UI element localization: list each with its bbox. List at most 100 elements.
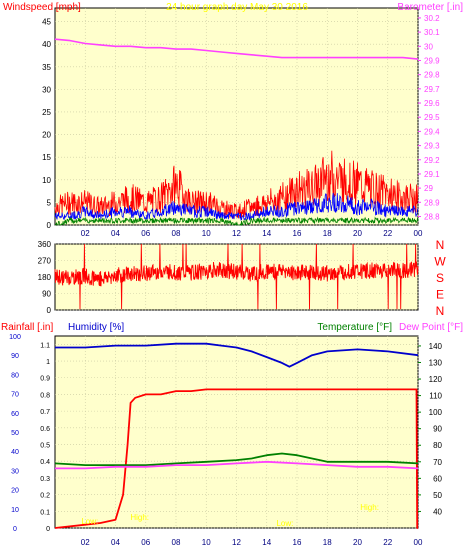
wind-x-tick-label: 00 <box>414 229 423 238</box>
wind-tick-label: 25 <box>42 108 51 117</box>
temperature-axis-title: Temperature [°F] <box>317 322 392 333</box>
annotation-label: Low: <box>276 519 293 528</box>
direction-tick-label: 270 <box>38 257 52 266</box>
barometer-axis-title: Barometer [.in] <box>397 2 463 13</box>
rain-x-tick-label: 00 <box>414 538 423 547</box>
windspeed-min-line <box>54 216 419 227</box>
barometer-tick-label: 29.8 <box>424 71 440 80</box>
wind-tick-label: 30 <box>42 85 51 94</box>
wind-tick-label: 10 <box>42 176 51 185</box>
wind-x-tick-label: 04 <box>111 229 120 238</box>
wind-x-tick-label: 02 <box>81 229 90 238</box>
temperature-tick-label: 140 <box>429 342 443 351</box>
annotation-label: Low: <box>81 517 98 526</box>
temperature-tick-label: 40 <box>433 507 442 516</box>
humidity-tick-label: 50 <box>11 430 19 437</box>
direction-tick-label: 0 <box>47 306 52 315</box>
temperature-line <box>54 452 419 467</box>
barometer-tick-label: 28.9 <box>424 198 440 207</box>
humidity-tick-label: 60 <box>11 411 19 418</box>
temperature-tick-label: 100 <box>429 408 443 417</box>
rain-x-tick-label: 10 <box>202 538 211 547</box>
barometer-tick-label: 30 <box>424 42 433 51</box>
compass-label-w: W <box>434 255 446 269</box>
barometer-tick-label: 29 <box>424 184 433 193</box>
rain-x-tick-label: 20 <box>353 538 362 547</box>
wind-axis-title: Windspeed [mph] <box>3 2 81 13</box>
wind-x-tick-label: 08 <box>172 229 181 238</box>
humidity-line <box>55 342 419 368</box>
temperature-tick-label: 90 <box>433 425 442 434</box>
wind-x-tick-label: 18 <box>323 229 332 238</box>
wind-tick-label: 40 <box>42 40 51 49</box>
compass-label-n: N <box>436 304 445 318</box>
rain-x-tick-label: 02 <box>81 538 90 547</box>
humidity-tick-label: 80 <box>11 372 19 379</box>
rain-tick-label: 0.7 <box>40 409 50 416</box>
temperature-tick-label: 120 <box>429 375 443 384</box>
humidity-tick-label: 30 <box>11 468 19 475</box>
annotation-label: High: <box>130 513 149 522</box>
rain-tick-label: 0.5 <box>40 443 50 450</box>
wind-x-tick-label: 06 <box>141 229 150 238</box>
rainfall-line <box>54 388 419 529</box>
annotation-label: High: <box>360 503 379 512</box>
barometer-tick-label: 29.3 <box>424 142 440 151</box>
barometer-line <box>54 38 419 60</box>
rain-tick-label: 0 <box>46 526 50 533</box>
direction-tick-label: 180 <box>38 273 52 282</box>
temperature-tick-label: 60 <box>433 474 442 483</box>
barometer-tick-label: 29.9 <box>424 56 440 65</box>
compass-label-s: S <box>436 271 444 285</box>
wind-x-tick-label: 14 <box>262 229 271 238</box>
humidity-tick-label: 20 <box>11 488 19 495</box>
temperature-tick-label: 80 <box>433 441 442 450</box>
wind-tick-label: 15 <box>42 153 51 162</box>
rain-tick-label: 0.3 <box>40 476 50 483</box>
rain-x-tick-label: 04 <box>111 538 120 547</box>
wind-tick-label: 0 <box>47 221 52 230</box>
wind-tick-label: 45 <box>42 18 51 27</box>
rain-x-tick-label: 22 <box>383 538 392 547</box>
wind-direction-line <box>54 243 419 310</box>
barometer-tick-label: 29.2 <box>424 156 440 165</box>
rain-tick-label: 0.8 <box>40 392 50 399</box>
barometer-tick-label: 29.5 <box>424 113 440 122</box>
humidity-tick-label: 40 <box>11 449 19 456</box>
rainfall-axis-title: Rainfall [.in] <box>1 322 53 333</box>
rain-x-tick-label: 08 <box>172 538 181 547</box>
temperature-tick-label: 130 <box>429 358 443 367</box>
humidity-tick-label: 70 <box>11 392 19 399</box>
direction-tick-label: 360 <box>38 240 52 249</box>
barometer-tick-label: 29.4 <box>424 127 440 136</box>
wind-tick-label: 35 <box>42 63 51 72</box>
wind-tick-label: 5 <box>47 198 52 207</box>
rain-tick-label: 0.1 <box>40 509 50 516</box>
dewpoint-axis-title: Dew Point [°F] <box>399 322 463 333</box>
rain-x-tick-label: 18 <box>323 538 332 547</box>
humidity-tick-label: 10 <box>11 507 19 514</box>
rain-tick-label: 0.4 <box>40 459 50 466</box>
rain-tick-label: 0.6 <box>40 426 50 433</box>
rain-tick-label: 0.9 <box>40 376 50 383</box>
temperature-tick-label: 50 <box>433 491 442 500</box>
barometer-tick-label: 29.6 <box>424 99 440 108</box>
wind-x-tick-label: 12 <box>232 229 241 238</box>
humidity-tick-label: 100 <box>9 334 21 341</box>
rain-tick-label: 1.1 <box>40 342 50 349</box>
rain-tick-label: 0.2 <box>40 493 50 500</box>
chart-title: 24 hour graph day May 30 2016 <box>166 2 308 13</box>
rain-x-tick-label: 12 <box>232 538 241 547</box>
barometer-tick-label: 30.2 <box>424 14 440 23</box>
barometer-tick-label: 29.7 <box>424 85 440 94</box>
rain-x-tick-label: 06 <box>141 538 150 547</box>
humidity-tick-label: 90 <box>11 353 19 360</box>
direction-tick-label: 90 <box>42 290 51 299</box>
compass-label-n: N <box>436 238 445 252</box>
temperature-tick-label: 70 <box>433 458 442 467</box>
wind-x-tick-label: 22 <box>383 229 392 238</box>
humidity-axis-title: Humidity [%] <box>68 322 124 333</box>
wind-x-tick-label: 16 <box>293 229 302 238</box>
